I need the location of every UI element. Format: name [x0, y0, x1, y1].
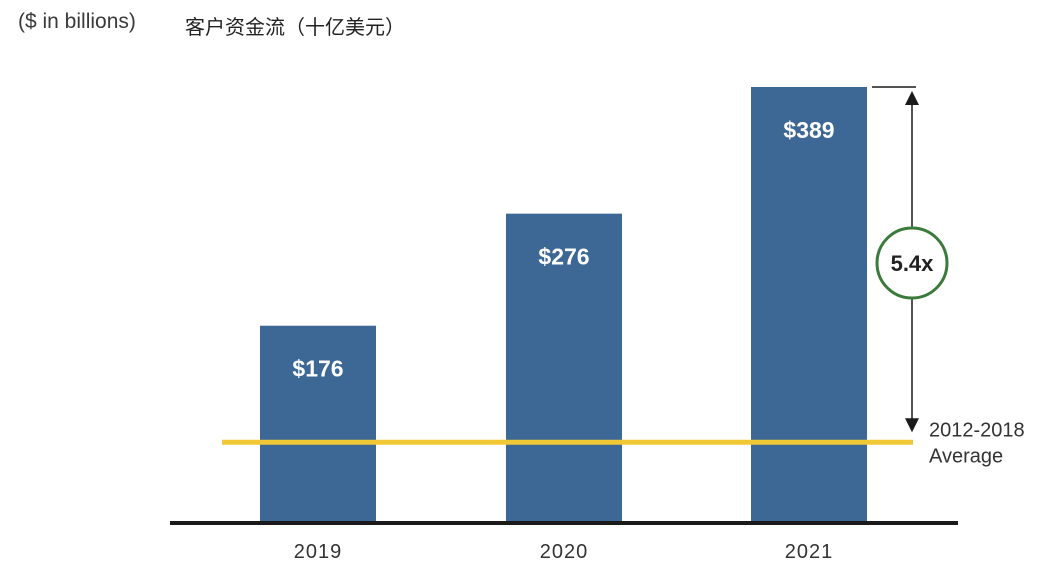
x-tick-label-2021: 2021	[785, 541, 834, 563]
x-tick-label-2019: 2019	[294, 541, 343, 563]
bar-2020	[506, 213, 622, 523]
arrow-up-head-icon	[905, 91, 919, 105]
chart-title: 客户资金流（十亿美元）	[185, 15, 405, 39]
multiplier-label: 5.4x	[891, 251, 935, 276]
average-line-label: 2012-2018 Average	[929, 419, 1025, 467]
multiplier-circle	[875, 226, 949, 300]
bar-2019	[260, 325, 376, 523]
bar-label-2021: $389	[783, 117, 834, 143]
bar-label-2020: $276	[538, 244, 589, 270]
bar-label-2019: $176	[292, 356, 343, 382]
bar-2021	[751, 87, 867, 523]
arrow-down-head-icon	[905, 418, 919, 433]
unit-label: ($ in billions)	[18, 10, 136, 33]
x-tick-label-2020: 2020	[540, 541, 589, 563]
